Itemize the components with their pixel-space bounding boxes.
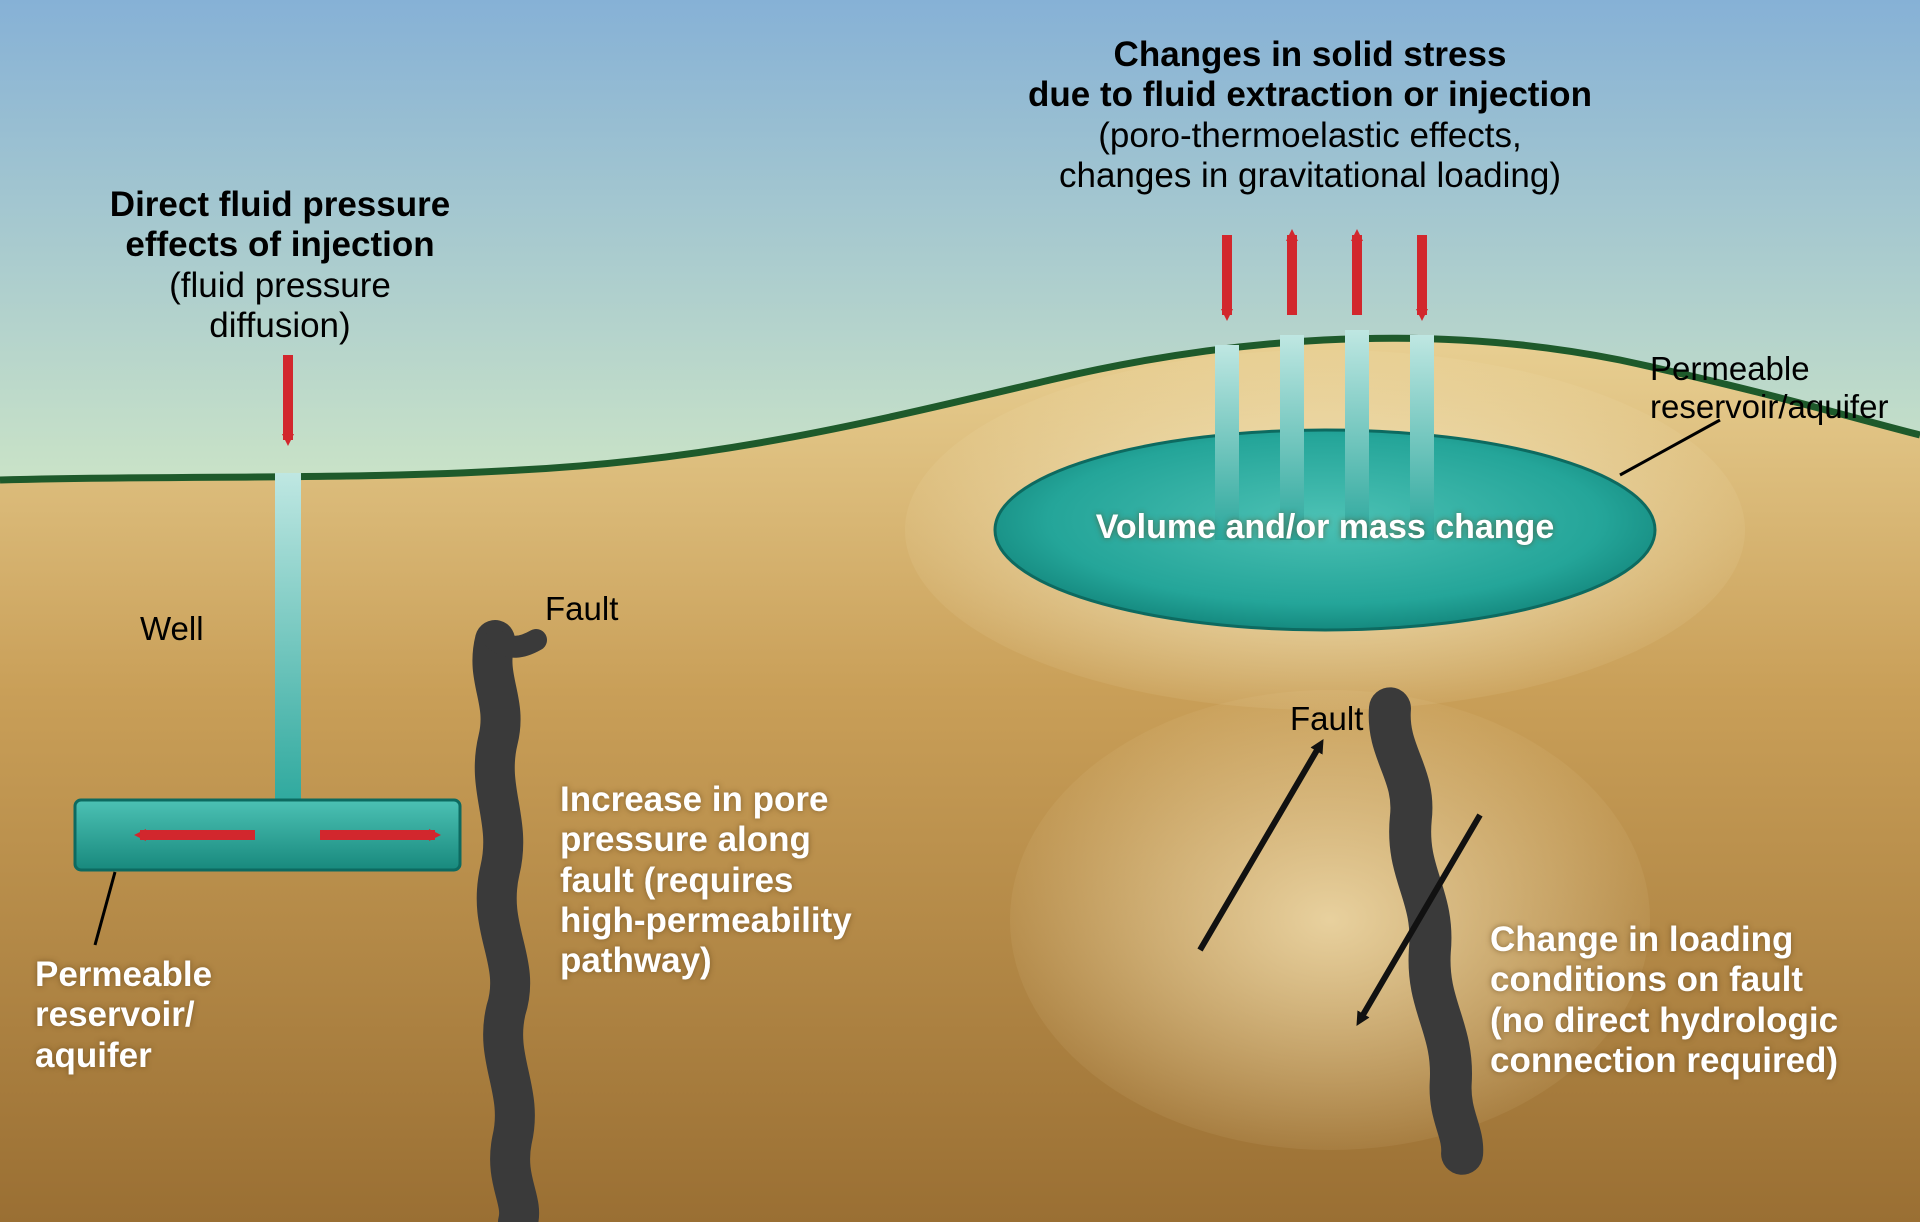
pore-pressure-l4: high-permeability (560, 901, 852, 941)
reservoir-right-caption: Permeable reservoir/aquifer (1650, 350, 1888, 426)
fault-left-branch (495, 640, 536, 647)
left-heading-line4: diffusion) (40, 306, 520, 346)
pore-pressure-l1: Increase in pore (560, 780, 852, 820)
left-heading-line1: Direct fluid pressure (40, 185, 520, 225)
reservoir-left-caption: Permeable reservoir/ aquifer (35, 955, 212, 1076)
reservoir-left-caption-l3: aquifer (35, 1036, 212, 1076)
diagram-stage: Direct fluid pressure effects of injecti… (0, 0, 1920, 1222)
pore-pressure-text: Increase in pore pressure along fault (r… (560, 780, 852, 981)
right-heading-line4: changes in gravitational loading) (950, 156, 1670, 196)
well-label: Well (140, 610, 204, 648)
pore-pressure-l2: pressure along (560, 820, 852, 860)
left-heading-line3: (fluid pressure (40, 266, 520, 306)
reservoir-right-caption-l1: Permeable (1650, 350, 1888, 388)
fault-right-label: Fault (1290, 700, 1363, 738)
pore-pressure-l3: fault (requires (560, 861, 852, 901)
reservoir-text: Volume and/or mass change (1075, 508, 1575, 547)
right-heading-line1: Changes in solid stress (950, 35, 1670, 75)
right-heading-line3: (poro-thermoelastic effects, (950, 116, 1670, 156)
loading-text: Change in loading conditions on fault (n… (1490, 920, 1838, 1081)
loading-l2: conditions on fault (1490, 960, 1838, 1000)
reservoir-left-caption-l2: reservoir/ (35, 995, 212, 1035)
reservoir-left-caption-l1: Permeable (35, 955, 212, 995)
loading-l3: (no direct hydrologic (1490, 1001, 1838, 1041)
reservoir-right-caption-l2: reservoir/aquifer (1650, 388, 1888, 426)
fault-left-label: Fault (545, 590, 618, 628)
loading-l1: Change in loading (1490, 920, 1838, 960)
left-heading-line2: effects of injection (40, 225, 520, 265)
pore-pressure-l5: pathway) (560, 941, 852, 981)
well-left (275, 473, 301, 813)
left-heading: Direct fluid pressure effects of injecti… (40, 185, 520, 346)
right-heading-line2: due to fluid extraction or injection (950, 75, 1670, 115)
fault-left (492, 640, 519, 1222)
loading-l4: connection required) (1490, 1041, 1838, 1081)
right-heading: Changes in solid stress due to fluid ext… (950, 35, 1670, 196)
